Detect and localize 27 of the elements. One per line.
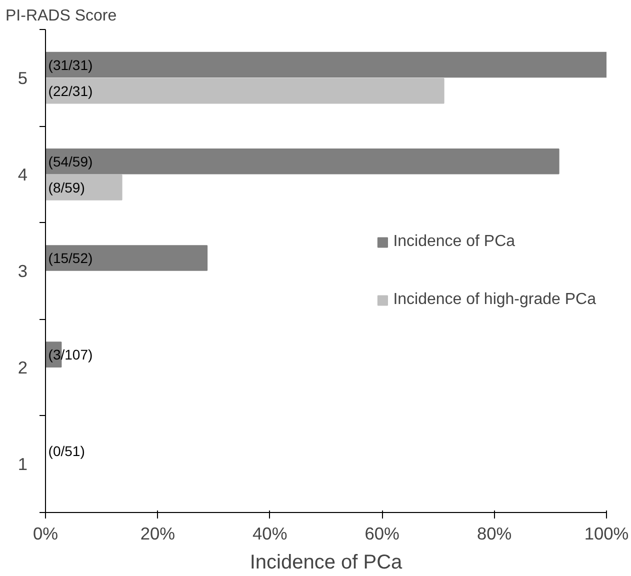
legend-label: Incidence of high-grade PCa (393, 290, 596, 308)
data-label: (54/59) (48, 153, 93, 170)
x-tick-label: 0% (32, 524, 58, 544)
y-tick-label: 5 (18, 68, 28, 88)
bar (46, 245, 208, 271)
y-tick-label: 1 (18, 454, 28, 474)
legend-label: Incidence of PCa (393, 232, 516, 250)
data-label: (22/31) (48, 82, 93, 99)
bar (46, 174, 122, 200)
bar (46, 78, 444, 104)
x-tick-label: 100% (584, 524, 629, 544)
data-label: (31/31) (48, 56, 93, 73)
y-tick-label: 2 (18, 358, 28, 378)
data-label: (3/107) (48, 346, 93, 363)
data-label: (0/51) (48, 443, 85, 460)
bar (46, 52, 606, 78)
bar (46, 148, 560, 174)
x-tick-label: 80% (476, 524, 512, 544)
x-axis-title: Incidence of PCa (250, 552, 404, 574)
y-tick-label: 4 (18, 164, 28, 184)
data-label: (8/59) (48, 179, 85, 196)
y-axis-title: PI-RADS Score (6, 8, 117, 24)
x-tick-label: 20% (140, 524, 176, 544)
y-tick-label: 3 (18, 261, 28, 281)
x-tick-label: 60% (364, 524, 400, 544)
data-label: (15/52) (48, 250, 93, 266)
x-tick-label: 40% (252, 524, 288, 544)
